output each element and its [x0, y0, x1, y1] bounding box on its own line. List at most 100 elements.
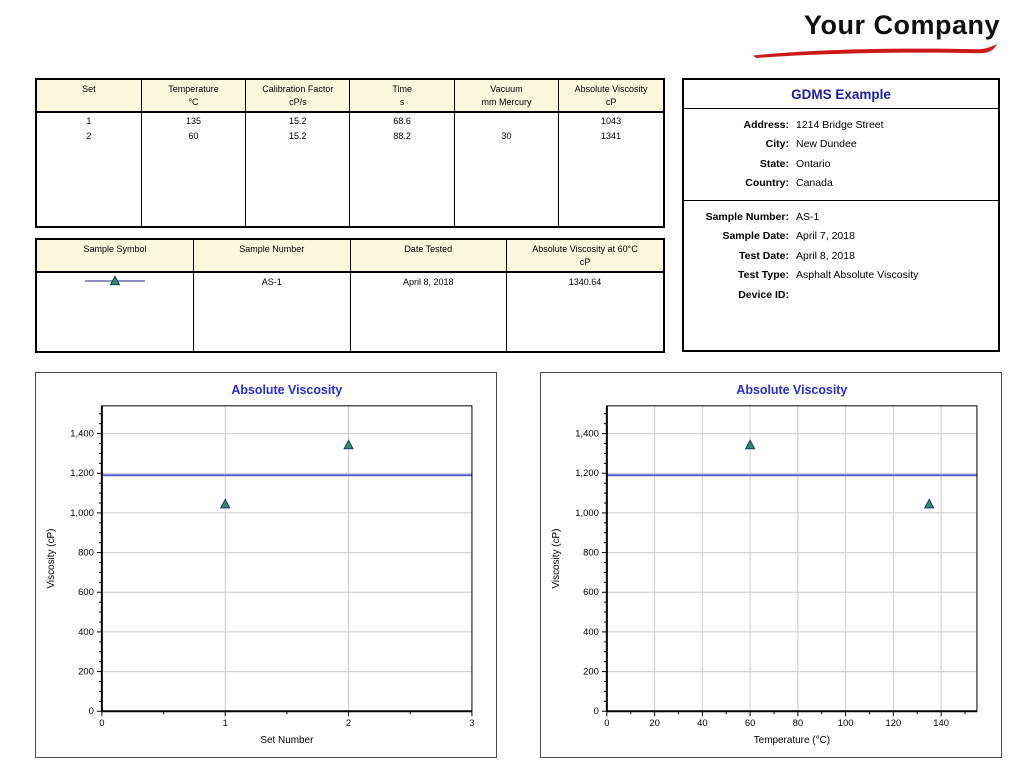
- table-filler-cell: [37, 144, 142, 226]
- x-tick-label: 2: [346, 718, 351, 729]
- viscosity-chart-canvas: 0 20 40 60 80 100 120 140 0 200 400 600 800 1,000 1,20…: [551, 383, 978, 746]
- column-header-unit: cP/s: [289, 97, 307, 107]
- column-header-name: Time: [392, 84, 412, 94]
- table-cell: 135: [141, 112, 247, 128]
- column-header-unit: [39, 96, 139, 109]
- column-header-unit: cP: [579, 257, 591, 267]
- y-axis-title: Viscosity (cP): [551, 529, 562, 589]
- table-cell: 88.2: [349, 128, 455, 144]
- y-tick-label: 1,400: [575, 429, 599, 440]
- info-row: Address: 1214 Bridge Street: [684, 115, 998, 135]
- data-point-marker: [343, 439, 354, 450]
- table-cell: 60: [141, 128, 247, 144]
- info-panel: GDMS Example Address: 1214 Bridge Street C…: [682, 78, 1000, 352]
- results-table-grid: Set Temperature °C Calibration Factor cP/s Ti…: [37, 80, 663, 226]
- column-header-name: Set: [82, 84, 96, 94]
- table-filler-cell: [193, 290, 351, 351]
- info-label: Country:: [745, 177, 789, 190]
- y-tick-label: 1,200: [70, 468, 94, 479]
- plot-area: [101, 405, 473, 712]
- column-header: Date Tested: [350, 240, 507, 273]
- y-tick-label: 200: [78, 667, 94, 678]
- data-point-marker: [923, 498, 935, 509]
- info-label: Sample Number:: [705, 210, 789, 223]
- x-tick-label: 40: [697, 718, 708, 729]
- table-cell: 1043: [601, 115, 622, 126]
- column-header: Sample Number: [193, 240, 351, 273]
- column-header-name: Temperature: [168, 84, 219, 94]
- column-header-name: Sample Number: [239, 244, 305, 254]
- column-header: Absolute Viscosity at 60°C cP: [506, 240, 663, 273]
- column-header-unit: [353, 256, 505, 269]
- company-logo: Your Company: [748, 10, 1000, 58]
- x-tick-label: 100: [838, 718, 854, 729]
- y-tick-label: 0: [594, 706, 599, 717]
- y-tick-label: 400: [78, 627, 94, 638]
- x-tick-label: 80: [793, 718, 804, 729]
- table-cell: 30: [454, 128, 560, 144]
- info-section: Sample Number: AS-1 Sample Date: April 7, 2…: [684, 200, 998, 312]
- info-row: Sample Date: April 7, 2018: [684, 227, 998, 247]
- column-header: Vacuum mm Mercury: [454, 80, 560, 113]
- chart-absolute-viscosity-by-set: 0 1 2 3 0 200 400 600 800 1,000 1,200 1,400 Absolute…: [35, 372, 497, 758]
- table-cell: AS-1: [193, 272, 351, 290]
- table-cell: 68.6: [349, 112, 455, 128]
- info-row: Test Date: April 8, 2018: [684, 246, 998, 266]
- info-row: Device ID:: [684, 285, 998, 305]
- info-row: Sample Number: AS-1: [684, 207, 998, 227]
- table-filler-cell: [245, 144, 351, 226]
- y-tick-label: 800: [78, 548, 94, 559]
- column-header-unit: [39, 256, 191, 269]
- column-header-unit: °C: [188, 97, 199, 107]
- info-row: Country: Canada: [684, 174, 998, 194]
- table-cell: 1340.64: [568, 276, 602, 287]
- column-header: Sample Symbol: [37, 240, 194, 273]
- y-tick-label: 800: [583, 548, 599, 559]
- sample-table: Sample Symbol Sample Number Date Tested Abs…: [35, 238, 665, 353]
- table-filler-row: [37, 144, 663, 226]
- column-header-unit: s: [399, 97, 405, 107]
- y-axis-title: Viscosity (cP): [46, 529, 57, 589]
- info-label: Address:: [743, 118, 789, 131]
- column-header: Calibration Factor cP/s: [245, 80, 351, 113]
- table-filler-cell: [37, 290, 194, 351]
- results-table-body: 1 135 15.2 68.6 1043 2 60 15.2 88.2 30 1341: [37, 112, 663, 226]
- table-filler-cell: [141, 144, 247, 226]
- info-panel-title: GDMS Example: [684, 80, 998, 109]
- y-tick-label: 1,200: [575, 468, 599, 479]
- column-header-name: Calibration Factor: [262, 84, 334, 94]
- table-cell: 2: [37, 128, 142, 144]
- column-header: Temperature °C: [141, 80, 247, 113]
- y-tick-label: 1,400: [70, 429, 94, 440]
- table-row: AS-1 April 8, 2018 1340.64: [37, 272, 663, 290]
- x-tick-label: 60: [745, 718, 756, 729]
- info-row: State: Ontario: [684, 154, 998, 174]
- x-axis-title: Set Number: [260, 735, 314, 746]
- info-label: State:: [759, 157, 789, 170]
- chart-title: Absolute Viscosity: [736, 383, 847, 397]
- info-panel-sections: Address: 1214 Bridge Street City: New Dunde…: [684, 109, 998, 312]
- info-section: Address: 1214 Bridge Street City: New Dunde…: [684, 109, 998, 200]
- column-header: Absolute Viscosity cP: [558, 80, 663, 113]
- table-header-row: Set Temperature °C Calibration Factor cP/s Ti…: [37, 80, 663, 113]
- table-filler-cell: [350, 290, 507, 351]
- data-point-marker: [744, 439, 756, 450]
- info-label: Sample Date:: [722, 230, 789, 243]
- column-header-name: Absolute Viscosity at 60°C: [532, 244, 638, 254]
- y-tick-label: 1,000: [70, 508, 94, 519]
- sample-table-grid: Sample Symbol Sample Number Date Tested Abs…: [37, 240, 663, 351]
- y-tick-label: 400: [583, 627, 599, 638]
- data-point-marker: [219, 498, 231, 509]
- x-tick-label: 1: [223, 718, 228, 729]
- plot-area: [606, 405, 978, 712]
- table-filler-cell: [507, 290, 664, 351]
- info-label: Device ID:: [738, 288, 789, 301]
- table-filler-row: [37, 290, 663, 351]
- y-tick-label: 200: [583, 667, 599, 678]
- info-value: Asphalt Absolute Viscosity: [796, 269, 919, 282]
- y-tick-label: 1,000: [575, 508, 599, 519]
- x-tick-label: 20: [649, 718, 660, 729]
- info-value: Canada: [796, 177, 833, 190]
- info-row: Test Type: Asphalt Absolute Viscosity: [684, 266, 998, 286]
